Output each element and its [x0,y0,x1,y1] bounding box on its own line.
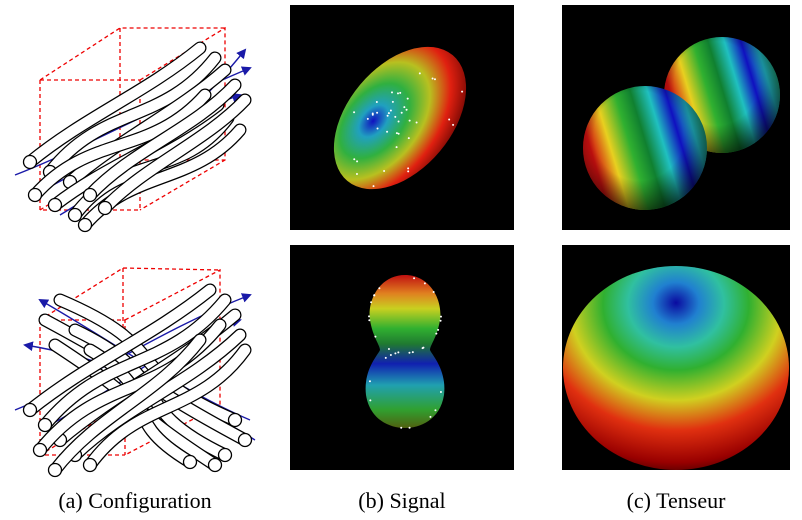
sample-point [435,333,437,335]
caption: (b) Signal [358,488,445,513]
sample-point [370,301,372,303]
sample-point [391,91,393,93]
fiber-end [229,414,242,427]
sample-point [398,120,400,122]
sample-point [437,329,439,331]
sample-point [388,348,390,350]
sample-point [376,101,378,103]
sample-point [407,170,409,172]
sample-point [429,416,431,418]
sample-point [394,116,396,118]
sample-point [408,137,410,139]
sample-point [369,380,371,382]
caption: (a) Configuration [58,488,211,513]
sample-point [440,391,442,393]
fiber-end [99,202,112,215]
sample-point [373,294,375,296]
sample-point [400,427,402,429]
sample-point [377,127,379,129]
fiber-end [49,464,62,477]
sample-point [378,287,380,289]
fiber-end [79,219,92,232]
sample-point [401,112,403,114]
sample-point [368,315,370,317]
fiber-end [24,156,37,169]
sample-point [387,115,389,117]
fiber-end [34,444,47,457]
sample-point [397,351,399,353]
sample-point [419,72,421,74]
fiber-end [24,404,37,417]
sample-point [386,131,388,133]
fibers-top [24,48,246,232]
sample-point [353,158,355,160]
sample-point [409,427,411,429]
sample-point [369,399,371,401]
sample-point [374,336,376,338]
fiber-end [69,209,82,222]
sample-point [373,185,375,187]
tensor-glyph [563,266,789,470]
sample-point [448,118,450,120]
sample-point [407,167,409,169]
sample-point [422,347,424,349]
sample-point [383,170,385,172]
sample-point [399,92,401,94]
sample-point [434,409,436,411]
sample-point [388,112,390,114]
sample-point [407,98,409,100]
fiber-end [84,459,97,472]
sample-point [413,277,415,279]
sample-point [396,132,398,134]
fiber-end [184,456,197,469]
fiber-end [39,419,52,432]
sample-point [440,316,442,318]
sample-point [396,146,398,148]
sample-point [390,354,392,356]
sample-point [434,78,436,80]
page: (a) Configuration (b) Signal (c) Tenseur… [0,0,802,520]
fiber-end [209,459,222,472]
fiber-end [84,189,97,202]
sample-point [433,291,435,293]
fiber-end [49,199,62,212]
sample-point [408,352,410,354]
tensor-shade [583,86,707,210]
sample-point [412,351,414,353]
sample-point [394,352,396,354]
sample-point [398,133,400,135]
sample-point [461,91,463,93]
sample-point [385,357,387,359]
fiber-end [239,434,252,447]
fiber-end [29,189,42,202]
sample-point [406,109,408,111]
caption: (c) Tenseur [627,488,727,513]
sample-point [432,77,434,79]
figure: (a) Configuration (b) Signal (c) Tenseur [0,0,802,520]
fibers-bottom [24,290,252,477]
sample-point [452,124,454,126]
sample-point [397,92,399,94]
sample-point [424,282,426,284]
sample-point [368,319,370,321]
sample-point [392,101,394,103]
sample-point [372,114,374,116]
sample-point [367,118,369,120]
sample-point [409,120,411,122]
sample-point [403,106,405,108]
sample-point [416,122,418,124]
sample-point [353,111,355,113]
sample-point [376,112,378,114]
sample-point [356,160,358,162]
sample-point [390,110,392,112]
sample-point [440,320,442,322]
fiber-end [219,449,232,462]
sample-point [356,173,358,175]
